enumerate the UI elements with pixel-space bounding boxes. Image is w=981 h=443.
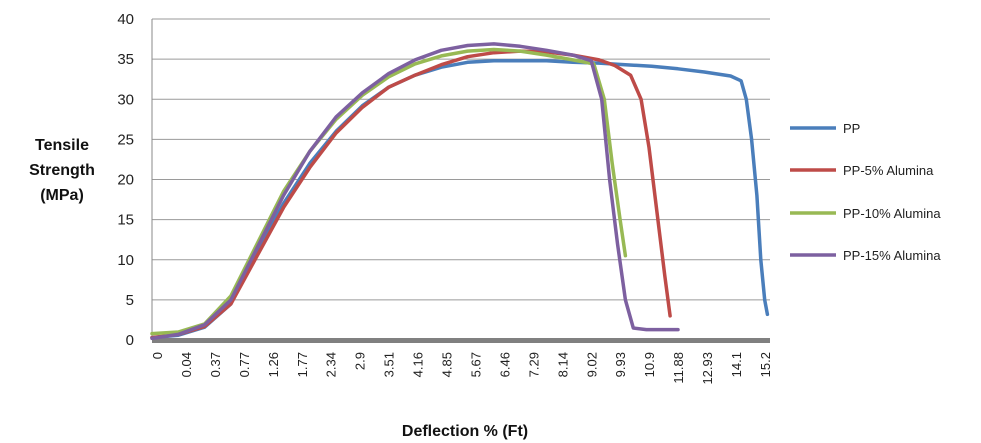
x-tick-label: 1.26 [266, 352, 281, 377]
x-tick-label: 5.67 [468, 352, 483, 377]
y-tick-label: 40 [117, 11, 134, 28]
x-tick-label: 9.93 [613, 352, 628, 377]
series-lines [150, 42, 770, 341]
x-tick-label: 0.04 [179, 352, 194, 377]
x-tick-label: 2.9 [353, 352, 368, 370]
y-tick-label: 30 [117, 91, 134, 108]
y-tick-label: 35 [117, 51, 134, 68]
legend: PP PP-5% Alumina PP-10% Alumina PP-15% Alum… [790, 121, 941, 263]
x-axis-line [152, 338, 770, 343]
legend-label: PP [843, 121, 860, 136]
y-tick-label: 25 [117, 131, 134, 148]
series-line-2 [150, 49, 672, 340]
x-tick-label: 4.16 [411, 352, 426, 377]
y-axis-label: Tensile Strength (MPa) [29, 137, 95, 204]
x-tick-label: 0 [150, 352, 165, 359]
y-ticks: 0 5 10 15 20 25 30 35 40 [117, 11, 134, 349]
legend-label: PP-10% Alumina [843, 206, 941, 221]
series-line-1 [150, 58, 770, 340]
x-tick-label: 11.88 [671, 352, 686, 384]
x-tick-label: 3.51 [382, 352, 397, 377]
x-tick-label: 8.14 [555, 352, 570, 377]
x-tick-label: 15.2 [758, 352, 773, 377]
legend-label: PP-15% Alumina [843, 248, 941, 263]
y-tick-label: 20 [117, 172, 134, 189]
y-axis-label-line-1: Tensile [35, 137, 89, 154]
y-tick-label: 10 [117, 252, 134, 269]
x-tick-label: 0.77 [237, 352, 252, 377]
x-tick-label: 1.77 [295, 352, 310, 377]
x-tick-label: 7.29 [526, 352, 541, 377]
series-line-4 [150, 42, 680, 341]
x-tick-label: 9.02 [584, 352, 599, 377]
legend-label: PP-5% Alumina [843, 163, 934, 178]
y-axis-label-line-3: (MPa) [40, 187, 84, 204]
x-ticks: 0 0.04 0.37 0.77 1.26 1.77 2.34 2.9 3.51 4.16 4.85… [150, 352, 773, 385]
y-tick-label: 15 [117, 212, 134, 229]
x-tick-label: 0.37 [208, 352, 223, 377]
x-tick-label: 14.1 [729, 352, 744, 377]
x-tick-label: 2.34 [324, 352, 339, 377]
y-tick-label: 0 [126, 332, 134, 349]
x-axis-label: Deflection % (Ft) [402, 423, 528, 440]
x-tick-label: 4.85 [440, 352, 455, 377]
x-tick-label: 12.93 [700, 352, 715, 385]
y-axis-label-line-2: Strength [29, 162, 95, 179]
x-tick-label: 10.9 [642, 352, 657, 377]
x-tick-label: 6.46 [497, 352, 512, 377]
series-line-3 [150, 47, 628, 336]
x-axis-band [152, 338, 770, 343]
y-tick-label: 5 [126, 292, 134, 309]
